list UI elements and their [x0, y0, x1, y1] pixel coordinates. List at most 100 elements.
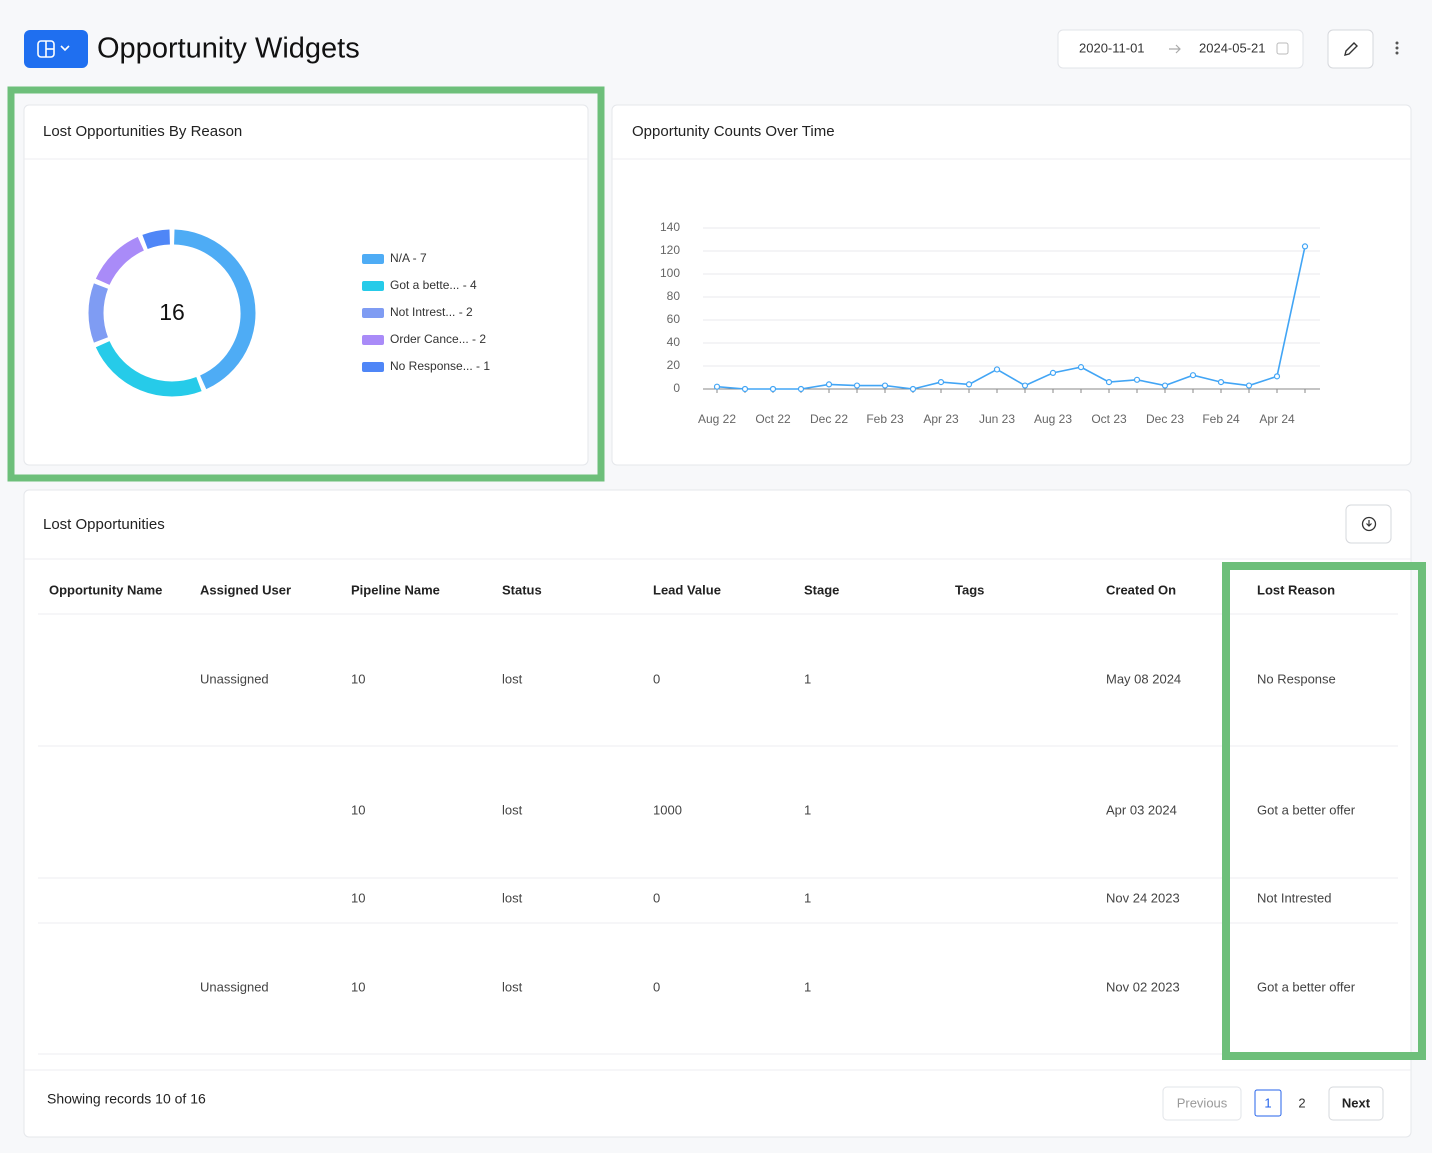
data-point	[1105, 379, 1113, 386]
previous-label: Previous	[1177, 1095, 1228, 1110]
date-from: 2020-11-01	[1079, 40, 1145, 55]
x-tick-label: Oct 23	[1091, 412, 1127, 426]
y-tick-label: 20	[667, 358, 681, 372]
edit-button[interactable]	[1327, 29, 1374, 69]
data-point	[1245, 382, 1253, 389]
data-point	[769, 385, 777, 393]
chevron	[60, 45, 70, 52]
arrow	[1169, 44, 1181, 54]
card	[611, 104, 1412, 466]
x-tick-label: Aug 22	[698, 412, 736, 426]
data-point	[825, 381, 833, 388]
x-tick-label: Oct 22	[755, 412, 791, 426]
data-point	[1021, 382, 1029, 389]
data-point	[993, 366, 1001, 373]
y-tick-label: 0	[673, 381, 680, 395]
table-cell: Apr 03 2024	[1106, 802, 1177, 817]
column-header: Pipeline Name	[351, 582, 440, 597]
table-cell: 10	[351, 671, 365, 686]
legend-label: N/A - 7	[390, 251, 427, 265]
layout-button[interactable]	[24, 30, 88, 68]
page-label[interactable]: 2	[1298, 1095, 1305, 1110]
card	[23, 104, 589, 466]
data-point	[1273, 373, 1281, 380]
table-cell: 0	[653, 671, 660, 686]
menu-dot	[1395, 46, 1399, 50]
x-tick-label: Apr 23	[923, 412, 959, 426]
data-point	[881, 382, 889, 389]
card-title: Lost Opportunities By Reason	[43, 123, 242, 140]
table-cell: 10	[351, 890, 365, 905]
legend-label: Order Cance... - 2	[390, 332, 486, 346]
table-cell: Got a better offer	[1257, 802, 1356, 817]
donut-segment	[95, 236, 145, 286]
data-line	[716, 246, 1306, 390]
donut-segment	[88, 283, 109, 343]
table-cell: 10	[351, 802, 365, 817]
column-header: Lead Value	[653, 582, 721, 597]
x-tick-label: Aug 23	[1034, 412, 1072, 426]
table-cell: Got a better offer	[1257, 979, 1356, 994]
column-header: Opportunity Name	[49, 582, 162, 597]
table-cell: No Response	[1257, 671, 1336, 686]
data-point	[1161, 382, 1169, 389]
column-header: Created On	[1106, 582, 1176, 597]
table: Opportunity Name Assigned User Pipeline Na…	[38, 582, 1398, 1055]
table-cell: 1	[804, 890, 811, 905]
table-cell: May 08 2024	[1106, 671, 1181, 686]
table-cell: Nov 02 2023	[1106, 979, 1180, 994]
y-tick-label: 80	[667, 289, 681, 303]
date-to: 2024-05-21	[1199, 40, 1266, 55]
data-point	[713, 383, 721, 390]
card-title: Lost Opportunities	[43, 516, 165, 533]
highlight-box	[7, 86, 605, 482]
column-header: Lost Reason	[1257, 582, 1335, 597]
page-title: Opportunity Widgets	[97, 33, 360, 65]
donut-segment	[173, 229, 256, 390]
data-point	[937, 379, 945, 386]
data-point	[1133, 376, 1141, 383]
data-point	[797, 385, 805, 393]
legend-label: Not Intrest... - 2	[390, 305, 473, 319]
card	[23, 489, 1412, 1138]
legend-swatch	[362, 254, 384, 264]
legend-swatch	[362, 335, 384, 345]
highlight-box	[1222, 562, 1426, 1060]
x-tick-label: Dec 23	[1146, 412, 1184, 426]
calendar-icon	[1276, 42, 1289, 55]
table-cell: 1	[804, 802, 811, 817]
records-count: Showing records 10 of 16	[47, 1091, 206, 1107]
table-cell: lost	[502, 979, 523, 994]
page-button[interactable]	[1254, 1089, 1282, 1117]
menu-dot[interactable]	[1395, 41, 1399, 45]
table-cell: Nov 24 2023	[1106, 890, 1180, 905]
column-header: Stage	[804, 582, 839, 597]
table-cell: lost	[502, 890, 523, 905]
data-point	[965, 381, 973, 388]
column-header: Tags	[955, 582, 984, 597]
table-cell: Unassigned	[200, 979, 269, 994]
table-cell: 1	[804, 979, 811, 994]
card-title: Opportunity Counts Over Time	[632, 123, 835, 140]
table-cell: 10	[351, 979, 365, 994]
column-header: Assigned User	[200, 582, 291, 597]
table-cell: 1	[804, 671, 811, 686]
legend-swatch	[362, 281, 384, 291]
table-cell: 0	[653, 890, 660, 905]
page-label: 1	[1264, 1095, 1271, 1110]
y-tick-label: 100	[660, 266, 680, 280]
download-icon	[1366, 520, 1372, 527]
table-cell: 1000	[653, 802, 682, 817]
donut-total: 16	[159, 299, 185, 325]
legend-label: No Response... - 1	[390, 359, 490, 373]
pencil-icon	[1344, 42, 1358, 56]
legend-swatch	[362, 308, 384, 318]
download-icon	[1361, 516, 1377, 532]
x-tick-label: Dec 22	[810, 412, 848, 426]
x-tick-label: Jun 23	[979, 412, 1015, 426]
data-point	[909, 385, 917, 393]
previous-button[interactable]	[1162, 1086, 1242, 1121]
next-button[interactable]	[1328, 1086, 1384, 1121]
